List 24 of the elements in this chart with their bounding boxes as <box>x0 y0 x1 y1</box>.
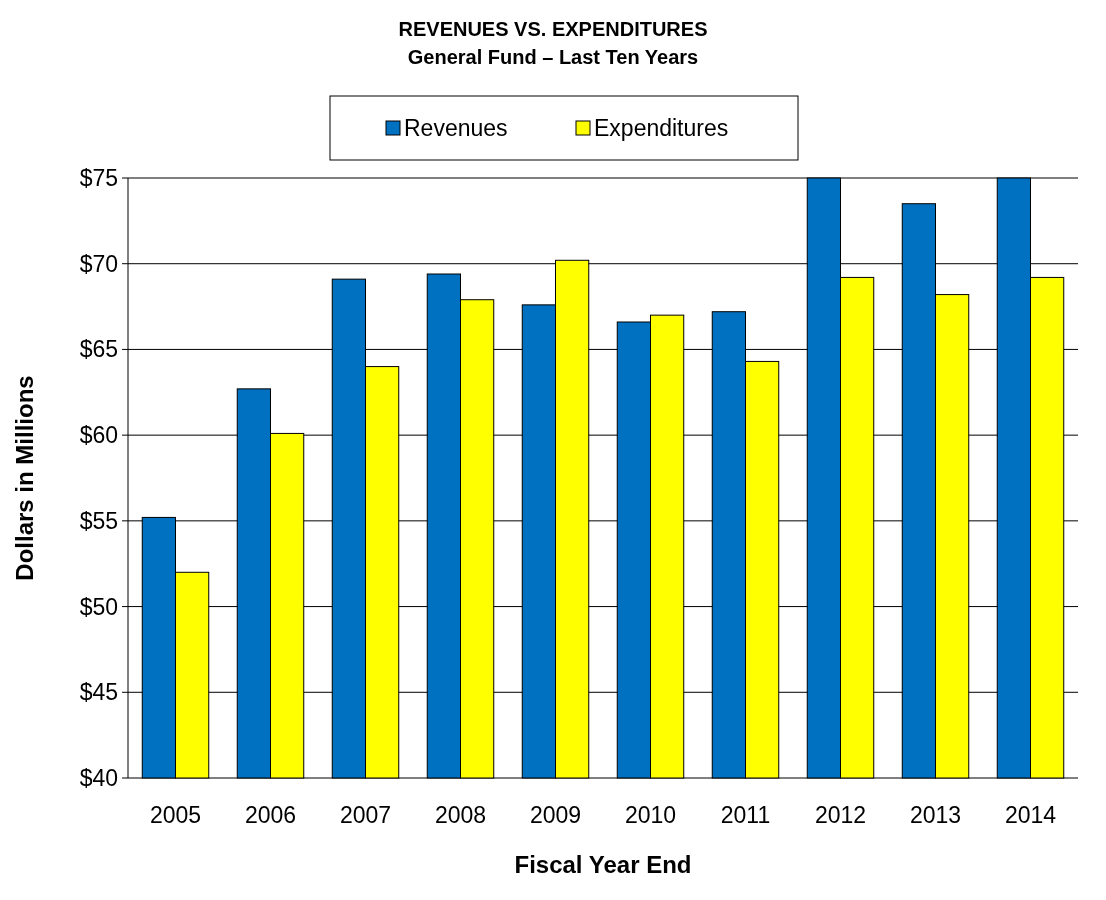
y-tick-label: $55 <box>79 507 118 534</box>
x-tick-label: 2006 <box>244 802 297 828</box>
x-tick-label: 2005 <box>149 802 202 828</box>
x-tick-label: 2008 <box>434 802 487 828</box>
y-tick-label: $45 <box>79 679 118 706</box>
chart-title: REVENUES VS. EXPENDITURES <box>398 18 708 40</box>
x-axis-title: Fiscal Year End <box>514 851 692 878</box>
y-tick-label: $75 <box>79 165 118 192</box>
legend-label: Expenditures <box>594 115 729 141</box>
x-tick-label: 2014 <box>1004 802 1057 828</box>
x-tick-label: 2012 <box>814 802 867 828</box>
chart-subtitle: General Fund – Last Ten Years <box>407 46 699 68</box>
x-tick-label: 2011 <box>720 802 771 828</box>
y-axis-title: Dollars in Millions <box>11 375 38 581</box>
x-tick-label: 2013 <box>909 802 962 828</box>
y-tick-label: $70 <box>79 250 118 277</box>
legend-label: Revenues <box>404 115 508 141</box>
y-tick-label: $60 <box>79 422 118 449</box>
x-tick-label: 2007 <box>339 802 392 828</box>
y-tick-label: $50 <box>79 593 118 620</box>
x-tick-label: 2009 <box>529 802 582 828</box>
y-tick-label: $40 <box>79 765 118 792</box>
y-tick-label: $65 <box>79 336 118 363</box>
x-tick-label: 2010 <box>624 802 677 828</box>
